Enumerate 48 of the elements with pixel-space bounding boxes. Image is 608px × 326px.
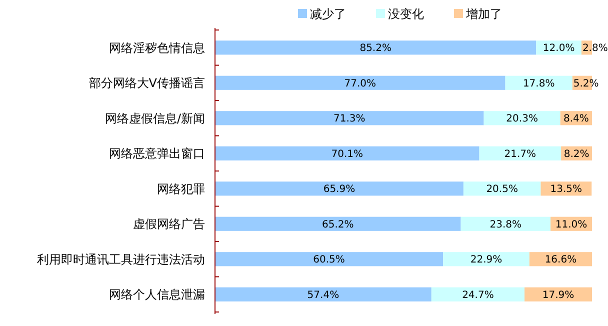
bar — [443, 252, 530, 266]
data-label: 65.2% — [322, 219, 354, 230]
data-label: 71.3% — [334, 114, 366, 125]
bar — [431, 287, 525, 302]
bar — [215, 76, 506, 90]
bar — [215, 252, 444, 266]
y-tick-label: 网络个人信息泄漏 — [109, 288, 205, 302]
data-label: 12.0% — [542, 43, 575, 54]
data-label: 17.9% — [542, 290, 574, 301]
data-label: 8.4% — [563, 114, 589, 125]
data-label: 24.7% — [462, 290, 494, 301]
data-label: 85.2% — [360, 43, 392, 54]
data-label: 60.5% — [313, 254, 345, 266]
data-label: 77.0% — [344, 78, 376, 90]
data-label: 16.6% — [544, 254, 577, 266]
data-label: 13.5% — [550, 184, 582, 196]
bar — [215, 40, 536, 55]
bar — [215, 216, 461, 231]
legend-label: 增加了 — [465, 7, 502, 22]
legend-label: 没变化 — [388, 7, 424, 22]
bar — [484, 111, 560, 126]
data-label: 22.9% — [470, 254, 502, 266]
data-label: 21.7% — [504, 148, 536, 160]
y-tick-label: 网络淫秽色情信息 — [109, 40, 205, 55]
y-tick-label: 网络犯罪 — [157, 182, 205, 196]
bar — [215, 111, 484, 126]
data-label: 20.3% — [506, 114, 538, 125]
y-tick-label: 网络恶意弹出窗口 — [109, 146, 205, 161]
data-label: 17.8% — [522, 78, 555, 90]
legend-label: 减少了 — [310, 7, 346, 22]
bar — [460, 216, 551, 231]
data-label: 70.1% — [331, 148, 364, 160]
y-tick-label: 利用即时通讯工具进行违法活动 — [37, 252, 205, 266]
data-label: 11.0% — [555, 219, 588, 230]
data-label: 5.2% — [573, 78, 599, 90]
data-label: 23.8% — [490, 219, 522, 230]
bar — [215, 182, 464, 196]
y-tick-label: 虚假网络广告 — [133, 217, 205, 232]
bar — [215, 146, 480, 160]
bar — [479, 146, 562, 160]
data-label: 57.4% — [307, 290, 340, 301]
y-tick-label: 部分网络大V传播谣言 — [88, 76, 205, 90]
data-label: 20.5% — [486, 184, 518, 196]
y-tick-label: 网络虚假信息/新闻 — [104, 111, 205, 126]
data-label: 2.8% — [582, 43, 608, 54]
data-label: 65.9% — [323, 184, 356, 196]
data-label: 8.2% — [564, 148, 590, 160]
bar — [215, 287, 432, 302]
